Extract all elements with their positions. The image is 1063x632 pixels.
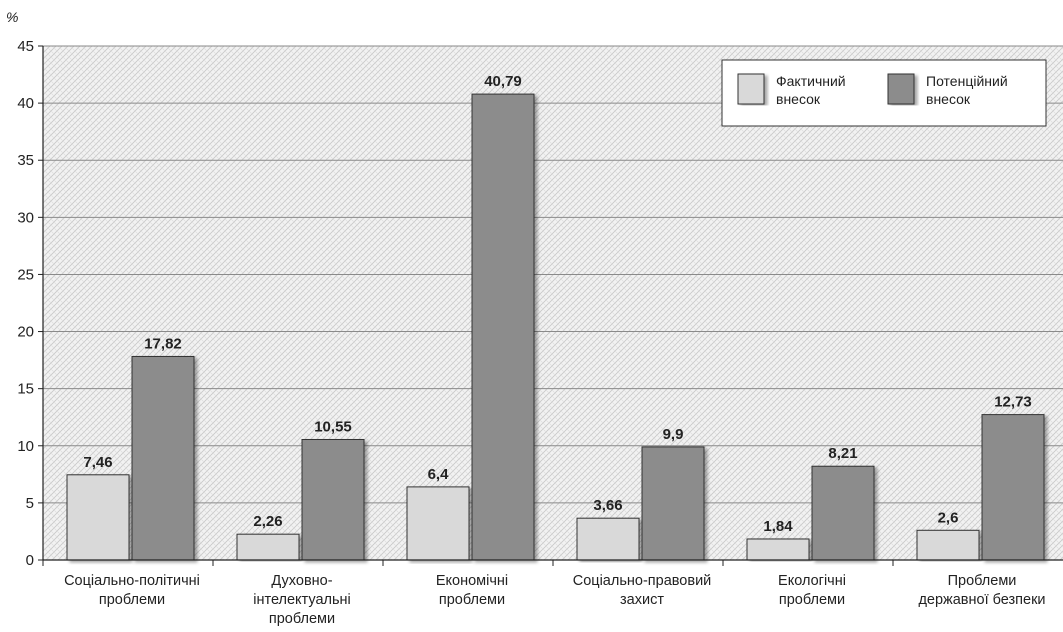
bar-value-label: 1,84: [763, 518, 793, 535]
y-tick-label: 30: [17, 209, 34, 226]
x-category-label: Економічні проблеми: [436, 573, 508, 608]
bar-value-label: 7,46: [83, 454, 112, 471]
y-tick-label: 35: [17, 152, 34, 169]
bar-value-label: 6,4: [428, 466, 450, 483]
bar-actual: [236, 533, 300, 561]
bar-potential: [131, 355, 195, 561]
bar-value-label: 2,26: [253, 513, 282, 530]
bar-actual: [406, 486, 470, 561]
bar-potential: [811, 465, 875, 561]
gridlines: [43, 45, 1063, 504]
bar-value-label: 10,55: [314, 418, 352, 435]
bar-actual: [576, 517, 640, 561]
y-tick-label: 15: [17, 381, 34, 398]
y-tick-label: 25: [17, 266, 34, 283]
bar-value-label: 17,82: [144, 335, 182, 352]
legend-label: Фактичний внесок: [776, 73, 846, 107]
y-tick-label: 20: [17, 324, 34, 341]
bar-potential: [301, 438, 365, 561]
y-tick-label: 45: [17, 38, 34, 55]
plot-area: [43, 46, 1063, 560]
bar-potential: [471, 93, 535, 561]
x-category-label: Соціально-політичні проблеми: [64, 573, 200, 608]
bar-potential: [641, 446, 705, 561]
bar-actual: [916, 529, 980, 561]
bar-value-label: 9,9: [663, 426, 684, 443]
y-axis-unit-label: %: [6, 9, 18, 25]
y-tick-label: 5: [26, 495, 34, 512]
legend-box: [721, 59, 1047, 127]
bars: 7,46 17,82 2,26 10,55 6,4 40,79 3,66 9,9 1,84 8,2…: [66, 73, 1045, 561]
legend-swatch: [887, 73, 915, 105]
x-category-label: Соціально-правовий захист: [573, 573, 712, 608]
bar-potential: [981, 414, 1045, 561]
x-category-label: Духовно-інтелектуальні проблеми: [253, 573, 351, 627]
bar-actual: [66, 474, 130, 561]
bar-value-label: 2,6: [938, 509, 959, 526]
bar-value-label: 3,66: [593, 497, 622, 514]
axes: 0 5 10 15 20 25 30 35 40 45% Соціально-політичні пр…: [6, 9, 1063, 627]
legend-swatch: [737, 73, 765, 105]
bar-value-label: 12,73: [994, 394, 1032, 411]
x-category-label: Екологічні проблеми: [778, 573, 846, 608]
legend-label: Потенційний внесок: [926, 73, 1008, 107]
x-category-label: Проблеми державної безпеки: [918, 573, 1045, 608]
bar-actual: [746, 538, 810, 561]
y-tick-label: 40: [17, 95, 34, 112]
y-tick-label: 10: [17, 438, 34, 455]
bar-value-label: 40,79: [484, 73, 522, 90]
legend: Фактичний внесок Потенційний внесок: [721, 59, 1047, 127]
bar-value-label: 8,21: [828, 445, 857, 462]
y-tick-label: 0: [26, 552, 34, 569]
